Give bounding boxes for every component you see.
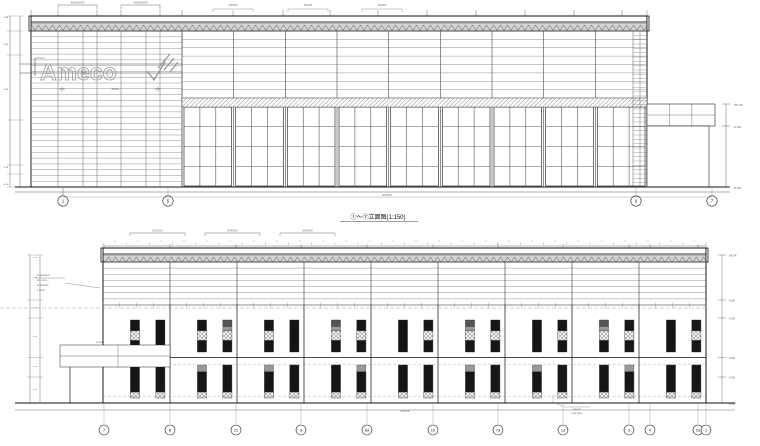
svg-text:xx: xx	[160, 241, 162, 243]
svg-text:7a: 7a	[496, 428, 501, 433]
svg-text:xx: xx	[114, 241, 116, 243]
svg-text:xx: xx	[461, 241, 463, 243]
svg-text:xx: xx	[438, 241, 440, 243]
svg-text:XXXXXX: XXXXXX	[227, 228, 238, 232]
svg-text:①～⑦立面图(1:150): ①～⑦立面图(1:150)	[350, 213, 405, 221]
svg-text:xx: xx	[415, 241, 417, 243]
svg-text:xx: xx	[601, 241, 603, 243]
svg-text:XX.XX: XX.XX	[729, 254, 737, 258]
svg-text:xxx xxx: xxx xxx	[573, 409, 581, 411]
svg-text:xx xxxx: xx xxxx	[96, 341, 105, 344]
svg-text:xx: xx	[508, 241, 510, 243]
svg-text:xx: xx	[485, 241, 487, 243]
svg-text:XXXXX: XXXXX	[304, 3, 313, 7]
svg-text:xx: xx	[647, 241, 649, 243]
svg-text:xx: xx	[624, 241, 626, 243]
svg-text:XXXXXXXX: XXXXXXXX	[134, 1, 148, 5]
svg-text:XXXXXX: XXXXXX	[302, 228, 313, 232]
svg-text:xx: xx	[577, 241, 579, 243]
svg-text:X.XX: X.XX	[729, 356, 735, 360]
svg-text:X.XX: X.XX	[734, 125, 741, 129]
svg-text:X.XX: X.XX	[729, 299, 735, 303]
svg-text:xx: xx	[554, 241, 556, 243]
svg-text:XXXXX: XXXXX	[400, 409, 409, 413]
svg-text:x xxxxx: x xxxxx	[37, 289, 46, 292]
svg-text:XXXXX: XXXXX	[229, 3, 238, 7]
svg-text:XX.XX: XX.XX	[734, 103, 743, 107]
svg-text:Ameco: Ameco	[40, 59, 117, 85]
svg-text:xx: xx	[253, 241, 255, 243]
svg-text:xx: xx	[299, 241, 301, 243]
svg-text:xx: xx	[369, 241, 371, 243]
svg-text:xx: xx	[276, 241, 278, 243]
svg-text:xx: xx	[670, 241, 672, 243]
svg-text:8a: 8a	[365, 428, 370, 433]
svg-text:XXXXXXXX: XXXXXXXX	[71, 1, 85, 5]
svg-text:xx: xx	[322, 241, 324, 243]
svg-text:xx xxxxxxxx: xx xxxxxxxx	[37, 274, 50, 277]
svg-text:xx: xx	[392, 241, 394, 243]
svg-text:X.XX: X.XX	[729, 376, 735, 380]
svg-text:±0.00: ±0.00	[3, 184, 9, 186]
svg-text:X.XX: X.XX	[729, 317, 735, 321]
svg-text:xxxx xxxxx: xxxx xxxxx	[572, 413, 584, 415]
svg-text:xx: xx	[206, 241, 208, 243]
svg-text:XXXXX: XXXXX	[378, 3, 387, 7]
svg-text:XXXX: XXXX	[112, 87, 119, 91]
svg-text:X.XX: X.XX	[734, 186, 741, 190]
svg-text:XXXXX: XXXXX	[382, 193, 391, 197]
svg-text:xx: xx	[693, 241, 695, 243]
svg-text:xx: xx	[346, 241, 348, 243]
svg-text:1a: 1a	[561, 428, 566, 433]
svg-text:xx: xx	[531, 241, 533, 243]
svg-text:xx: xx	[183, 241, 185, 243]
svg-text:xxx x-xxx: xxx x-xxx	[37, 279, 48, 282]
svg-text:XXXXXX: XXXXXX	[152, 228, 163, 232]
svg-text:xx: xx	[137, 241, 139, 243]
svg-text:2a: 2a	[696, 428, 701, 433]
svg-text:xx: xx	[230, 241, 232, 243]
svg-text:10: 10	[431, 428, 436, 433]
svg-text:xx xxxxxxx: xx xxxxxxx	[37, 284, 49, 287]
